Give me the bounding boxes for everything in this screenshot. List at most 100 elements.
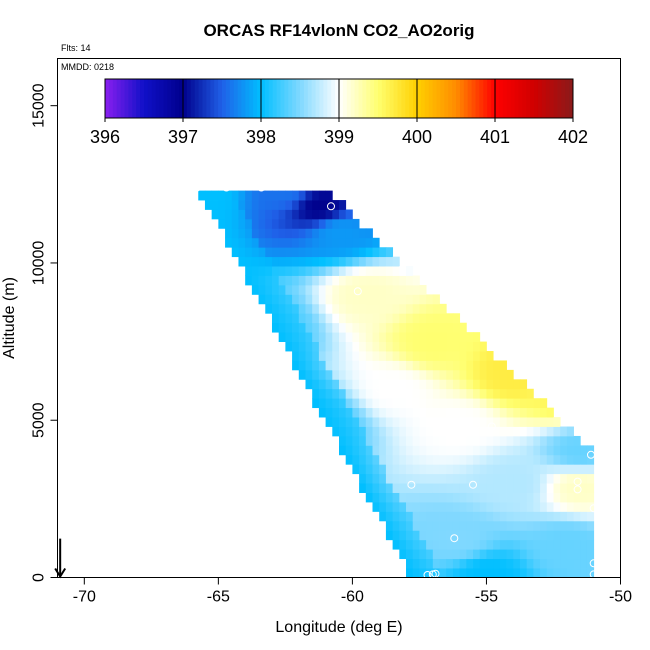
heat-cell (392, 275, 400, 286)
heat-cell (526, 417, 534, 427)
heat-cell (365, 313, 373, 324)
heat-cell (540, 464, 548, 475)
heat-cell (533, 568, 541, 578)
heat-cell (499, 445, 507, 456)
heat-cell (292, 218, 300, 229)
heat-cell (519, 417, 528, 427)
x-tick-label: -50 (609, 589, 632, 606)
heat-cell (506, 492, 514, 503)
heat-cell (446, 369, 454, 380)
heat-cell (486, 530, 494, 541)
heat-cell (379, 247, 387, 258)
heat-cell (339, 247, 347, 258)
heat-cell (506, 473, 514, 484)
heat-cell (419, 492, 427, 503)
heat-cell (211, 200, 219, 210)
heat-cell (305, 200, 313, 210)
heat-cell (251, 266, 259, 276)
heat-cell (385, 294, 394, 305)
heat-cell (533, 549, 541, 560)
heat-cell (419, 322, 427, 333)
heat-cell (493, 511, 501, 522)
heat-cell (412, 502, 420, 512)
colorbar-segment (268, 79, 274, 118)
heat-cell (325, 247, 333, 258)
heat-cell (298, 369, 306, 380)
heat-cell (519, 473, 528, 484)
heat-cell (359, 407, 367, 418)
heat-cell (513, 558, 521, 569)
colorbar-segment (175, 79, 180, 118)
heat-cell (553, 483, 561, 493)
heat-cell (466, 341, 474, 352)
heat-cell (399, 407, 407, 418)
heat-cell (406, 332, 414, 342)
heat-cell (399, 464, 407, 475)
heat-cell (372, 473, 380, 484)
heat-cell (332, 388, 340, 399)
heat-cell (292, 209, 300, 220)
heat-cell (332, 313, 340, 324)
heat-cell (359, 426, 367, 437)
heat-cell (432, 322, 440, 333)
heat-cell (258, 190, 266, 201)
heat-cell (339, 284, 347, 295)
heat-cell (372, 351, 380, 361)
colorbar-segment (151, 79, 157, 118)
colorbar-segment (280, 79, 285, 118)
heat-cell (359, 332, 367, 342)
heat-cell (339, 332, 347, 342)
heat-cell (459, 351, 467, 361)
colorbar-tick-label: 401 (480, 127, 510, 147)
heat-cell (580, 558, 588, 569)
heat-cell (305, 256, 313, 267)
heat-cell (325, 332, 333, 342)
x-axis-label: Longitude (deg E) (275, 619, 402, 636)
heat-cell (339, 228, 347, 239)
heat-cell (499, 511, 507, 522)
heat-cell (493, 379, 501, 390)
colorbar-segment (350, 79, 356, 118)
colorbar-segment (526, 79, 531, 118)
heat-cell (271, 303, 280, 314)
heat-cell (493, 369, 501, 380)
heat-cell (332, 322, 340, 333)
colorbar-segment (198, 79, 203, 118)
heat-cell (372, 256, 380, 267)
heat-cell (499, 558, 507, 569)
heat-cell (586, 445, 595, 456)
heat-cell (473, 407, 481, 418)
heat-cell (566, 558, 574, 569)
heat-cell (352, 426, 360, 437)
heat-cell (446, 558, 454, 569)
heat-cell (298, 256, 306, 267)
heat-cell (345, 407, 353, 418)
colorbar-segment (116, 79, 122, 118)
heat-cell (573, 445, 581, 456)
colorbar-segment (366, 79, 371, 118)
observation-point (423, 571, 432, 579)
heat-cell (432, 303, 440, 314)
heat-cell (553, 549, 561, 560)
heat-cell (459, 558, 467, 569)
heat-cell (526, 483, 534, 493)
heat-cell (332, 200, 340, 210)
heat-cell (493, 407, 501, 418)
heat-cell (506, 483, 514, 493)
heat-cell (379, 284, 387, 295)
heat-cell (372, 435, 380, 446)
heat-cell (372, 379, 380, 390)
heat-cell (325, 294, 333, 305)
heat-cell (379, 417, 387, 427)
heat-cell (372, 445, 380, 456)
heat-cell (392, 341, 400, 352)
heat-cell (372, 454, 380, 465)
heat-cell (385, 275, 394, 286)
colorbar-segment (194, 79, 200, 118)
heat-cell (372, 388, 380, 399)
heat-cell (452, 511, 461, 522)
heat-cell (546, 502, 554, 512)
heat-cell (432, 539, 440, 550)
heat-cell (271, 313, 280, 324)
heat-cell (292, 237, 300, 248)
